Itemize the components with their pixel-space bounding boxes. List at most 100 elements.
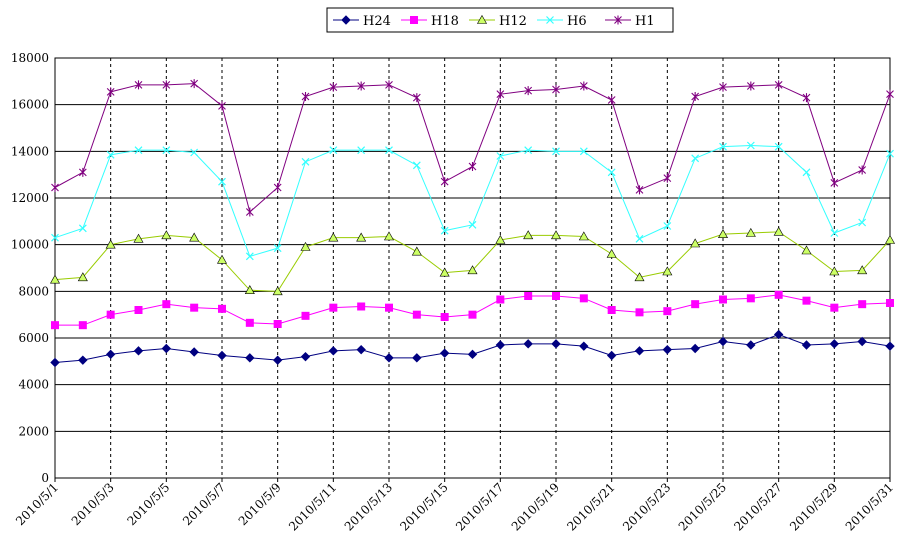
data-point-h24 <box>439 348 450 358</box>
data-point-h12 <box>467 265 478 275</box>
data-point-h1 <box>886 89 894 99</box>
data-point-h1 <box>106 87 115 97</box>
legend-marker-h18 <box>410 16 418 24</box>
data-point-h6 <box>106 150 115 159</box>
data-point-h1 <box>496 89 505 99</box>
data-point-h24 <box>384 353 394 363</box>
y-tick-label: 18000 <box>11 51 49 65</box>
legend-item-h6: H6 <box>537 14 587 29</box>
data-point-h18 <box>691 300 700 309</box>
data-point-h12 <box>49 274 61 284</box>
legend-item-h1: H1 <box>605 14 655 29</box>
data-point-h24 <box>133 346 144 356</box>
data-point-h24 <box>328 346 339 356</box>
y-tick-label: 2000 <box>18 424 49 438</box>
data-point-h24 <box>885 341 895 351</box>
data-point-h24 <box>579 341 589 351</box>
data-point-h1 <box>719 82 727 92</box>
data-point-h18 <box>78 321 87 330</box>
legend-label-h24: H24 <box>363 14 391 29</box>
data-point-h24 <box>773 329 784 340</box>
data-point-h6 <box>440 226 449 235</box>
data-point-h24 <box>189 347 199 357</box>
data-point-h18 <box>134 306 143 314</box>
data-point-h18 <box>51 321 59 330</box>
x-tick-label: 2010/5/11 <box>286 480 339 533</box>
data-point-h6 <box>357 146 366 155</box>
data-point-h1 <box>691 92 700 101</box>
data-point-h24 <box>606 350 617 361</box>
legend-marker-h1 <box>614 15 622 25</box>
y-tick-label: 4000 <box>18 378 49 392</box>
data-point-h18 <box>412 310 421 319</box>
data-point-h18 <box>746 294 755 303</box>
data-point-h24 <box>50 357 60 368</box>
x-tick-label: 2010/5/9 <box>236 480 284 528</box>
x-tick-label: 2010/5/17 <box>453 480 506 533</box>
data-point-h12 <box>133 233 144 243</box>
data-point-h6 <box>886 149 894 158</box>
legend-marker-h12 <box>476 14 488 24</box>
data-point-h12 <box>383 231 395 241</box>
x-tick-label: 2010/5/15 <box>397 480 450 533</box>
data-point-h18 <box>635 308 644 317</box>
x-tick-label: 2010/5/19 <box>509 480 562 533</box>
data-point-h6 <box>190 148 199 157</box>
data-point-h6 <box>134 146 143 155</box>
data-point-h18 <box>218 304 226 313</box>
data-point-h18 <box>719 295 727 304</box>
data-point-h6 <box>579 147 588 156</box>
data-point-h18 <box>552 292 560 300</box>
data-point-h18 <box>357 302 366 311</box>
grid <box>55 57 890 478</box>
data-point-h12 <box>272 286 283 296</box>
data-point-h24 <box>495 340 506 350</box>
data-point-h1 <box>385 80 393 90</box>
data-point-h24 <box>161 343 172 354</box>
x-tick-label: 2010/5/25 <box>676 480 729 533</box>
y-tick-label: 14000 <box>11 144 49 158</box>
legend-label-h6: H6 <box>567 14 587 29</box>
data-point-h12 <box>884 234 896 244</box>
data-point-h1 <box>802 93 811 103</box>
data-point-h12 <box>105 239 116 249</box>
data-point-h12 <box>773 226 784 236</box>
data-point-h6 <box>78 224 87 233</box>
x-tick-label: 2010/5/5 <box>124 480 172 528</box>
data-point-h18 <box>774 290 783 299</box>
data-point-h6 <box>329 146 338 155</box>
y-tick-label: 10000 <box>11 238 49 252</box>
data-point-h1 <box>134 80 143 90</box>
data-point-h18 <box>329 303 338 312</box>
data-point-h18 <box>440 313 449 321</box>
data-point-h12 <box>300 241 311 251</box>
data-point-h18 <box>830 303 839 312</box>
data-point-h1 <box>162 80 171 90</box>
series-h12 <box>49 226 896 296</box>
data-point-h24 <box>523 339 533 349</box>
x-tick-label: 2010/5/21 <box>564 480 617 533</box>
data-point-h1 <box>440 177 449 187</box>
data-point-h12 <box>634 272 645 282</box>
data-point-h18 <box>858 300 867 309</box>
data-point-h24 <box>105 349 116 360</box>
data-point-h24 <box>690 343 700 354</box>
data-point-h6 <box>635 234 644 243</box>
data-point-h24 <box>467 349 478 360</box>
data-point-h1 <box>830 178 839 188</box>
data-point-h1 <box>468 162 477 171</box>
plot-frame <box>54 57 891 479</box>
data-point-h18 <box>579 294 588 303</box>
x-tick-label: 2010/5/1 <box>13 480 61 528</box>
data-point-h1 <box>579 81 588 91</box>
data-point-h1 <box>218 101 226 111</box>
x-tick-label: 2010/5/27 <box>731 480 784 533</box>
x-tick-label: 2010/5/29 <box>787 480 840 533</box>
y-tick-label: 12000 <box>11 191 49 205</box>
data-point-h12 <box>690 238 701 248</box>
data-point-h18 <box>607 306 616 314</box>
data-point-h6 <box>496 152 505 160</box>
data-point-h6 <box>301 157 310 166</box>
data-point-h12 <box>578 231 589 241</box>
